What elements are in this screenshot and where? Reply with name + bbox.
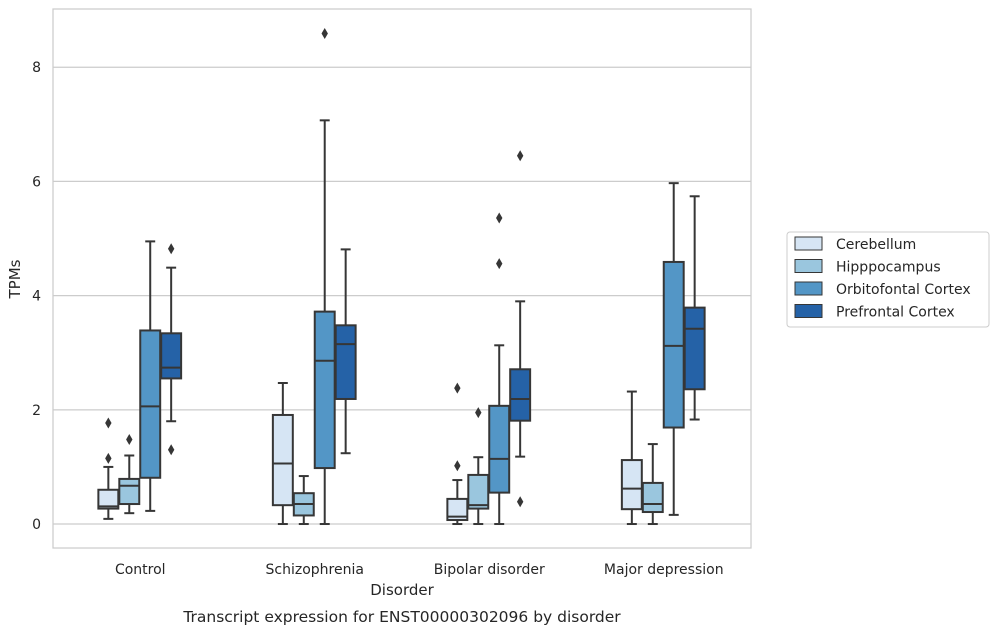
outlier-point [496, 258, 503, 270]
box [446, 497, 469, 522]
y-tick-label: 4 [32, 289, 41, 305]
box [641, 481, 664, 514]
outlier-point [496, 212, 503, 224]
box [313, 310, 336, 470]
x-tick-label: Control [115, 562, 166, 578]
legend-label: Orbitofontal Cortex [836, 282, 971, 298]
x-tick-label: Major depression [604, 562, 724, 578]
outlier-point [126, 434, 133, 446]
y-axis-ticks: 0 2 4 6 8 [32, 60, 41, 533]
box [620, 459, 643, 511]
box-0-0 [97, 417, 120, 520]
outlier-point [105, 452, 112, 464]
box [467, 473, 490, 510]
outlier-point [167, 243, 175, 255]
x-tick-label: Schizophrenia [266, 562, 364, 578]
box [509, 368, 532, 422]
legend-swatch [794, 236, 823, 251]
box-3-3 [683, 195, 706, 421]
box [118, 477, 141, 506]
chart-caption: Transcript expression for ENST0000030209… [182, 608, 621, 626]
legend-swatch [794, 259, 823, 273]
outlier-point [454, 382, 461, 394]
box [160, 332, 183, 380]
box [662, 260, 685, 429]
legend-swatch [794, 304, 823, 318]
x-tick-label: Bipolar disorder [434, 562, 545, 578]
box-3-2 [662, 182, 685, 516]
y-tick-label: 8 [32, 60, 41, 76]
box-0-2 [139, 240, 162, 512]
box [139, 329, 162, 479]
box-1-0 [271, 381, 294, 526]
box [334, 324, 357, 400]
box-plots [97, 28, 706, 526]
legend-frame [786, 231, 990, 328]
box-0-1 [118, 434, 141, 515]
box-2-3 [509, 150, 532, 508]
legend-swatch [794, 281, 823, 296]
box-3-0 [620, 390, 643, 526]
box [683, 306, 706, 391]
legend-label: Prefrontal Cortex [836, 305, 955, 321]
outlier-point [475, 407, 482, 419]
box-2-1 [467, 407, 490, 526]
legend-label: Hipppocampus [836, 260, 941, 276]
y-axis-label: TPMs [6, 259, 24, 299]
y-tick-label: 6 [32, 174, 41, 190]
y-tick-label: 0 [32, 517, 41, 533]
x-axis-ticks: Control Schizophrenia Bipolar disorder Majo… [115, 562, 724, 578]
box [271, 413, 294, 507]
y-tick-label: 2 [32, 403, 41, 419]
box [488, 404, 511, 494]
plot-frame [52, 8, 752, 549]
box-2-0 [446, 382, 469, 526]
outlier-point [516, 496, 524, 508]
legend: Cerebellum Hipppocampus Orbitofontal Corte… [786, 231, 990, 328]
box-1-2 [313, 28, 336, 526]
outlier-point [321, 28, 328, 40]
box-0-3 [160, 243, 183, 456]
box-3-1 [641, 443, 664, 526]
box-2-2 [488, 212, 511, 526]
outlier-point [454, 460, 461, 472]
x-axis-label: Disorder [370, 581, 434, 599]
legend-label: Cerebellum [836, 237, 916, 253]
outlier-point [167, 444, 175, 456]
outlier-point [105, 417, 112, 429]
box-1-3 [334, 248, 357, 455]
outlier-point [516, 150, 524, 162]
box-1-1 [292, 475, 315, 526]
